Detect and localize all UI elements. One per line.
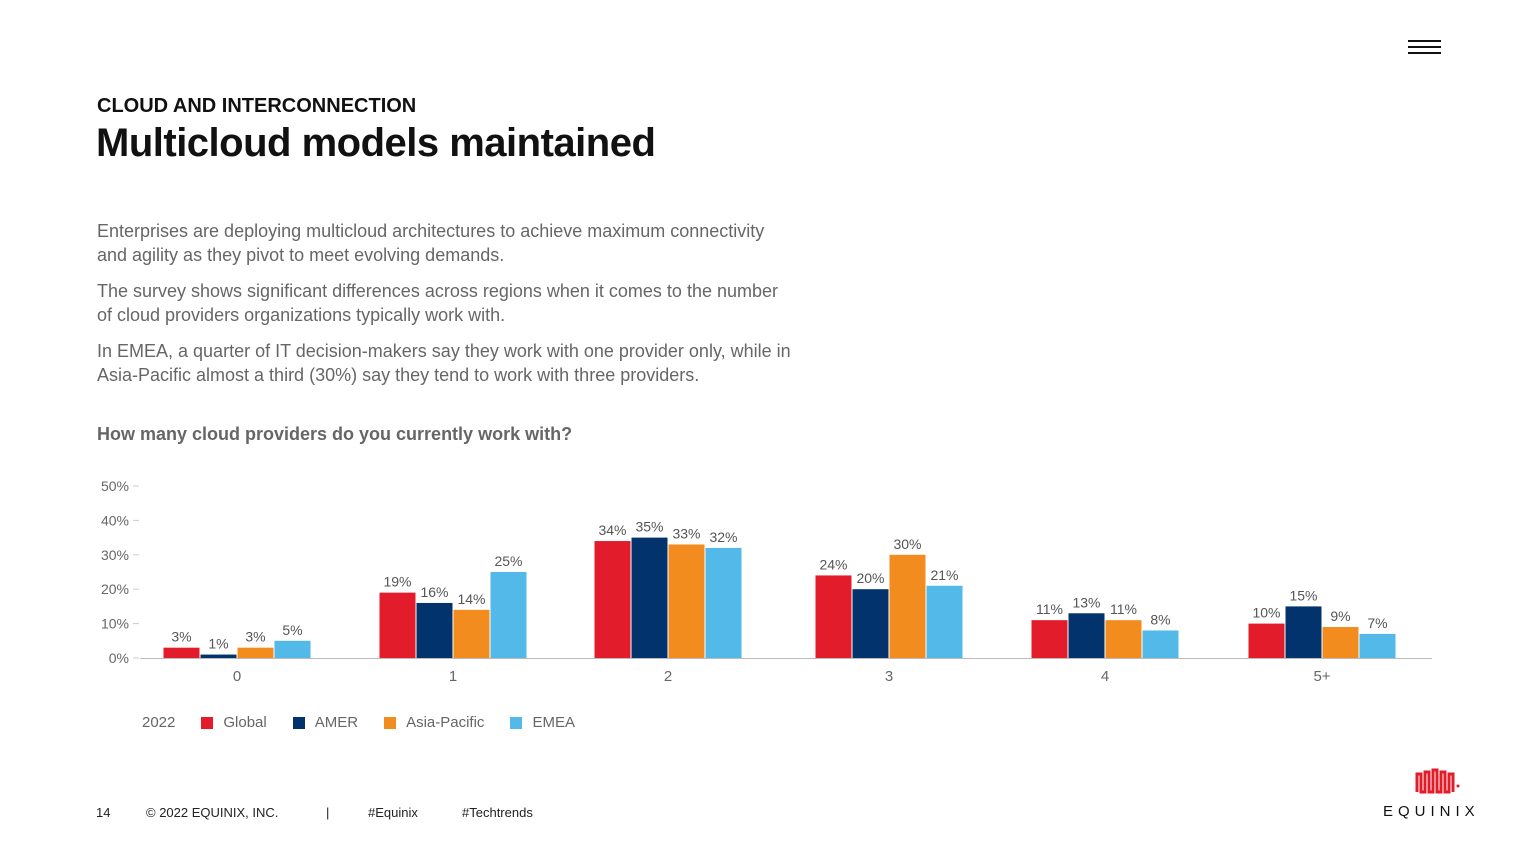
intro-paragraph-1: Enterprises are deploying multicloud arc… (97, 221, 765, 265)
intro-paragraph-2: The survey shows significant differences… (97, 281, 778, 325)
hashtag-equinix[interactable]: #Equinix (368, 805, 418, 820)
bar (237, 647, 274, 658)
y-tick-label: 10% (101, 616, 129, 632)
legend-swatch-emea (510, 716, 523, 729)
data-label: 13% (1072, 594, 1100, 610)
bar (668, 544, 705, 658)
data-label: 25% (494, 553, 522, 569)
data-label: 5% (282, 622, 302, 638)
bar (594, 541, 631, 658)
y-tick-label: 50% (101, 478, 129, 494)
data-label: 7% (1367, 615, 1387, 631)
bar (815, 575, 852, 658)
bar (852, 589, 889, 658)
bar (1359, 633, 1396, 658)
copyright: © 2022 EQUINIX, INC. (146, 805, 279, 820)
bar (631, 537, 668, 658)
section-label: CLOUD AND INTERCONNECTION (97, 95, 417, 117)
bar (1105, 620, 1142, 658)
data-label: 8% (1150, 611, 1170, 627)
bar (1142, 630, 1179, 658)
bar (926, 585, 963, 658)
menu-icon[interactable] (1408, 40, 1441, 56)
bar (453, 609, 490, 658)
bar (705, 547, 742, 658)
data-label: 16% (420, 584, 448, 600)
x-tick-label: 2 (664, 668, 672, 685)
bar (1285, 606, 1322, 658)
legend-swatch-global (201, 716, 214, 729)
legend-year: 2022 (142, 714, 176, 731)
bar (163, 647, 200, 658)
bar (200, 654, 237, 658)
legend-item-amer: AMER (292, 714, 359, 731)
data-label: 30% (893, 536, 921, 552)
x-tick-label: 4 (1101, 668, 1109, 685)
y-tick-label: 20% (101, 581, 129, 597)
y-tick-label: 30% (101, 547, 129, 563)
chart-question: How many cloud providers do you currentl… (97, 424, 573, 444)
data-label: 10% (1252, 605, 1280, 621)
data-label: 19% (383, 574, 411, 590)
data-label: 32% (709, 529, 737, 545)
bar (1068, 613, 1105, 658)
data-label: 14% (457, 591, 485, 607)
data-label: 24% (819, 556, 847, 572)
legend-item-apac: Asia-Pacific (384, 714, 484, 731)
data-label: 15% (1289, 587, 1317, 603)
y-tick-label: 40% (101, 512, 129, 528)
logo-text: EQUINIX (1383, 803, 1480, 820)
data-label: 33% (672, 525, 700, 541)
chart-legend: 2022 Global AMER Asia-Pacific EMEA (142, 714, 601, 731)
legend-item-global: Global (201, 714, 267, 731)
bar (1031, 620, 1068, 658)
legend-label-global: Global (223, 714, 267, 731)
data-label: 20% (856, 570, 884, 586)
bar (274, 640, 311, 658)
bar (490, 572, 527, 658)
legend-item-emea: EMEA (510, 714, 575, 731)
data-label: 3% (245, 629, 265, 645)
page-number: 14 (96, 805, 111, 820)
data-label: 3% (171, 629, 191, 645)
legend-label-amer: AMER (314, 714, 359, 731)
hashtag-techtrends[interactable]: #Techtrends (462, 805, 533, 820)
intro-paragraph-3: In EMEA, a quarter of IT decision-makers… (97, 341, 791, 385)
legend-label-apac: Asia-Pacific (406, 714, 485, 731)
x-tick-label: 3 (885, 668, 893, 685)
bar (416, 602, 453, 658)
bar (1322, 627, 1359, 658)
page-title: Multicloud models maintained (96, 121, 656, 165)
legend-swatch-amer (292, 716, 305, 729)
data-label: 34% (598, 522, 626, 538)
legend-label-emea: EMEA (532, 714, 575, 731)
x-tick-label: 1 (449, 668, 457, 685)
data-label: 11% (1110, 601, 1137, 617)
bar (889, 554, 926, 658)
data-label: 21% (930, 567, 958, 583)
data-label: 35% (635, 519, 663, 535)
y-tick-label: 0% (109, 650, 129, 666)
equinix-logo-icon (1415, 768, 1460, 794)
data-label: 1% (208, 636, 228, 652)
footer: 14 © 2022 EQUINIX, INC. | #Equinix #Tech… (96, 805, 533, 820)
bar (379, 592, 416, 658)
bar (1248, 623, 1285, 658)
x-tick-label: 0 (233, 668, 241, 685)
footer-separator: | (326, 805, 330, 820)
data-label: 11% (1036, 601, 1063, 617)
x-tick-label: 5+ (1313, 668, 1330, 685)
legend-swatch-apac (384, 716, 397, 729)
intro-text: Enterprises are deploying multicloud arc… (97, 219, 797, 399)
data-label: 9% (1330, 608, 1350, 624)
